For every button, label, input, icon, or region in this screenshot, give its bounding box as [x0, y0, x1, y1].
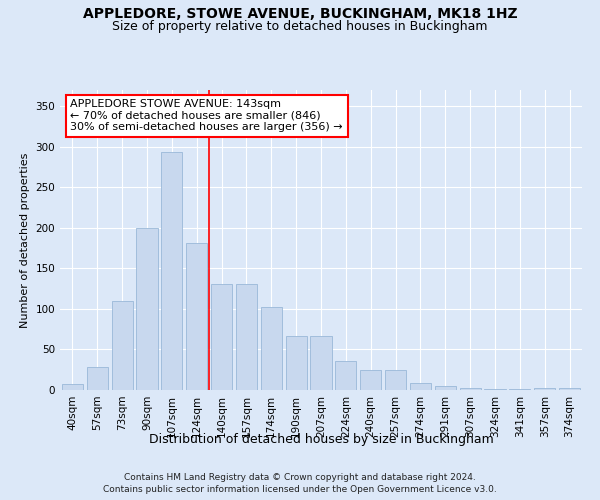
Bar	[310, 336, 332, 390]
Bar	[236, 284, 257, 390]
Bar	[435, 386, 456, 390]
Bar	[335, 361, 356, 390]
Bar	[410, 382, 431, 390]
Bar	[136, 228, 158, 390]
Y-axis label: Number of detached properties: Number of detached properties	[20, 152, 30, 328]
Bar	[112, 301, 133, 390]
Bar	[559, 388, 580, 390]
Bar	[186, 243, 207, 390]
Text: Distribution of detached houses by size in Buckingham: Distribution of detached houses by size …	[149, 432, 493, 446]
Bar	[62, 384, 83, 390]
Bar	[161, 152, 182, 390]
Bar	[460, 388, 481, 390]
Bar	[484, 389, 506, 390]
Text: APPLEDORE STOWE AVENUE: 143sqm
← 70% of detached houses are smaller (846)
30% of: APPLEDORE STOWE AVENUE: 143sqm ← 70% of …	[70, 99, 343, 132]
Bar	[87, 368, 108, 390]
Text: Contains HM Land Registry data © Crown copyright and database right 2024.: Contains HM Land Registry data © Crown c…	[124, 472, 476, 482]
Bar	[385, 370, 406, 390]
Bar	[211, 284, 232, 390]
Bar	[534, 388, 555, 390]
Bar	[286, 336, 307, 390]
Bar	[261, 308, 282, 390]
Bar	[509, 389, 530, 390]
Bar	[360, 370, 381, 390]
Text: Contains public sector information licensed under the Open Government Licence v3: Contains public sector information licen…	[103, 485, 497, 494]
Text: Size of property relative to detached houses in Buckingham: Size of property relative to detached ho…	[112, 20, 488, 33]
Text: APPLEDORE, STOWE AVENUE, BUCKINGHAM, MK18 1HZ: APPLEDORE, STOWE AVENUE, BUCKINGHAM, MK1…	[83, 8, 517, 22]
